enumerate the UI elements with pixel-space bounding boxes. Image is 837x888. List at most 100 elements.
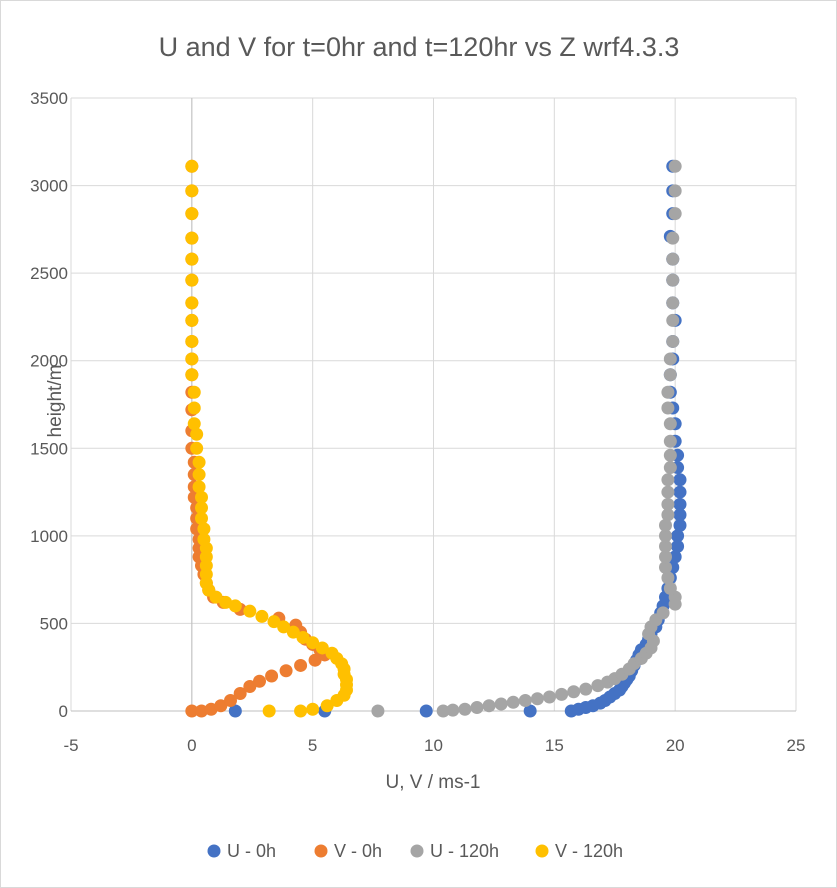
- data-point: [233, 686, 247, 700]
- data-point: [663, 581, 677, 595]
- data-point: [185, 231, 199, 245]
- data-point: [306, 702, 320, 716]
- data-point: [187, 417, 201, 431]
- data-point: [265, 669, 279, 683]
- x-tick-label: 5: [308, 736, 317, 755]
- data-point: [419, 704, 433, 718]
- data-point: [671, 539, 685, 553]
- data-point: [666, 334, 680, 348]
- x-tick-label: 0: [187, 736, 196, 755]
- data-point: [446, 703, 460, 717]
- data-point: [668, 550, 682, 564]
- data-point: [661, 385, 675, 399]
- data-point: [673, 497, 687, 511]
- data-point: [659, 518, 672, 532]
- data-point: [661, 485, 675, 499]
- data-point: [253, 674, 266, 688]
- data-point: [518, 693, 532, 707]
- data-point: [325, 646, 339, 660]
- data-point: [663, 434, 677, 448]
- data-point: [482, 699, 496, 713]
- data-point: [192, 468, 206, 482]
- legend-label: U - 0h: [227, 841, 276, 861]
- data-point: [555, 687, 569, 701]
- data-point: [663, 352, 677, 366]
- data-point: [187, 385, 201, 399]
- data-point: [243, 604, 257, 618]
- data-point: [320, 699, 334, 713]
- data-point: [185, 252, 199, 266]
- legend-marker: [207, 844, 221, 858]
- data-point: [506, 695, 520, 709]
- data-point: [673, 518, 687, 532]
- legend-label: V - 0h: [334, 841, 382, 861]
- legend-label: U - 120h: [430, 841, 499, 861]
- y-tick-label: 2000: [30, 352, 68, 371]
- data-point: [663, 448, 677, 462]
- data-point: [279, 664, 293, 678]
- data-point: [197, 522, 211, 536]
- data-point: [668, 207, 682, 221]
- data-point: [185, 352, 199, 366]
- legend-item: V - 120h: [535, 841, 623, 861]
- data-point: [185, 159, 199, 173]
- data-point: [185, 334, 199, 348]
- data-point: [666, 252, 680, 266]
- legend-item: U - 0h: [207, 841, 276, 861]
- data-point: [185, 313, 199, 327]
- data-point: [192, 455, 206, 469]
- data-point: [277, 620, 291, 634]
- y-tick-label: 0: [59, 702, 68, 721]
- data-point: [185, 184, 199, 198]
- data-point: [661, 508, 675, 522]
- data-point: [673, 473, 687, 487]
- data-point: [666, 231, 680, 245]
- data-point: [224, 693, 237, 707]
- x-axis-tick-labels: -5 0 5 10 15 20 25: [63, 736, 805, 755]
- data-point: [661, 473, 675, 487]
- legend: U - 0h V - 0h U - 120h V - 120h: [207, 841, 623, 861]
- x-tick-label: 10: [424, 736, 443, 755]
- data-point: [663, 417, 677, 431]
- y-tick-label: 1500: [30, 439, 68, 458]
- data-point: [661, 497, 675, 511]
- data-point: [195, 511, 208, 525]
- data-point: [185, 296, 199, 310]
- data-point: [190, 427, 204, 441]
- data-point: [470, 700, 484, 714]
- data-point: [530, 692, 544, 706]
- data-point: [458, 702, 472, 716]
- data-point: [666, 273, 680, 287]
- y-tick-label: 2500: [30, 264, 68, 283]
- legend-marker: [535, 844, 549, 858]
- data-point: [255, 609, 269, 623]
- data-point: [219, 595, 233, 609]
- data-point: [296, 630, 310, 644]
- data-point: [228, 704, 242, 718]
- data-point: [671, 529, 685, 543]
- gridlines: [70, 97, 797, 712]
- data-point: [543, 690, 556, 704]
- chart-title: U and V for t=0hr and t=120hr vs Z wrf4.…: [159, 32, 680, 62]
- legend-label: V - 120h: [555, 841, 623, 861]
- data-point: [567, 685, 581, 699]
- legend-item: U - 120h: [410, 841, 499, 861]
- data-point: [243, 679, 257, 693]
- data-point: [663, 368, 677, 382]
- data-point: [666, 296, 680, 310]
- legend-marker: [410, 844, 424, 858]
- data-point: [286, 625, 300, 639]
- data-point: [436, 704, 450, 718]
- y-tick-label: 500: [40, 614, 68, 633]
- x-tick-label: -5: [63, 736, 78, 755]
- data-point: [294, 658, 308, 672]
- data-point: [666, 313, 680, 327]
- data-point: [659, 529, 672, 543]
- x-tick-label: 15: [545, 736, 564, 755]
- data-point: [185, 368, 199, 382]
- data-point: [306, 636, 320, 650]
- data-point: [659, 539, 672, 553]
- legend-marker: [314, 844, 328, 858]
- y-tick-label: 3500: [30, 89, 68, 108]
